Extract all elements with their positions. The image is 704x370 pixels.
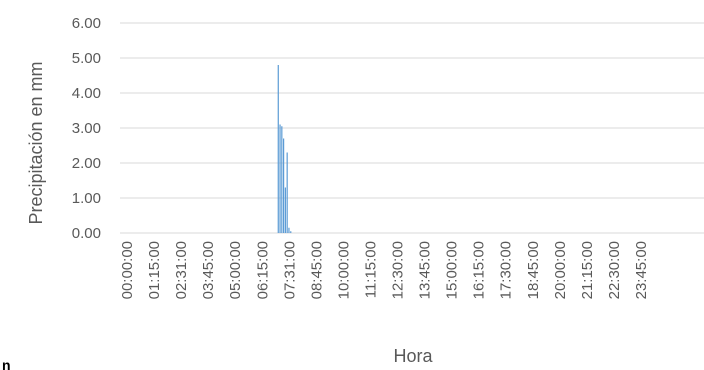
bar [277, 65, 279, 233]
bar [290, 231, 292, 233]
x-tick-label: 06:15:00 [254, 241, 271, 299]
x-tick-label: 00:00:00 [119, 241, 136, 299]
bar [284, 187, 286, 233]
corner-mark: n [2, 357, 11, 370]
x-tick-label: 02:31:00 [173, 241, 190, 299]
y-tick-label: 4.00 [72, 85, 101, 102]
x-axis-title: Hora [393, 346, 433, 366]
bar [279, 124, 281, 233]
bar [288, 227, 290, 233]
x-tick-label: 03:45:00 [200, 241, 217, 299]
x-tick-label: 16:15:00 [471, 241, 488, 299]
x-tick-label: 20:00:00 [552, 241, 569, 299]
y-tick-label: 2.00 [72, 155, 101, 172]
x-tick-labels: 00:00:00 01:15:00 02:31:00 03:45:00 05:00:00… [119, 241, 650, 299]
x-tick-label: 13:45:00 [417, 241, 434, 299]
y-tick-label: 1.00 [72, 190, 101, 207]
x-tick-label: 21:15:00 [579, 241, 596, 299]
y-tick-labels: 0.00 1.00 2.00 3.00 4.00 5.00 6.00 [72, 15, 101, 242]
x-tick-label: 01:15:00 [146, 241, 163, 299]
y-tick-label: 5.00 [72, 50, 101, 67]
bar [283, 138, 285, 233]
bar [286, 152, 288, 233]
x-tick-label: 18:45:00 [525, 241, 542, 299]
bars [277, 65, 292, 233]
y-tick-label: 6.00 [72, 15, 101, 32]
x-tick-label: 07:31:00 [281, 241, 298, 299]
x-tick-label: 05:00:00 [227, 241, 244, 299]
y-tick-label: 0.00 [72, 225, 101, 242]
x-tick-label: 23:45:00 [633, 241, 650, 299]
bar [281, 126, 283, 233]
x-tick-label: 10:00:00 [335, 241, 352, 299]
y-axis-title: Precipitación en mm [26, 61, 46, 224]
x-tick-label: 17:30:00 [498, 241, 515, 299]
x-tick-label: 11:15:00 [362, 241, 379, 298]
x-tick-label: 22:30:00 [606, 241, 623, 299]
x-tick-label: 15:00:00 [444, 241, 461, 299]
y-tick-label: 3.00 [72, 120, 101, 137]
gridlines [120, 22, 704, 234]
x-tick-label: 12:30:00 [390, 241, 407, 299]
x-tick-label: 08:45:00 [308, 241, 325, 299]
